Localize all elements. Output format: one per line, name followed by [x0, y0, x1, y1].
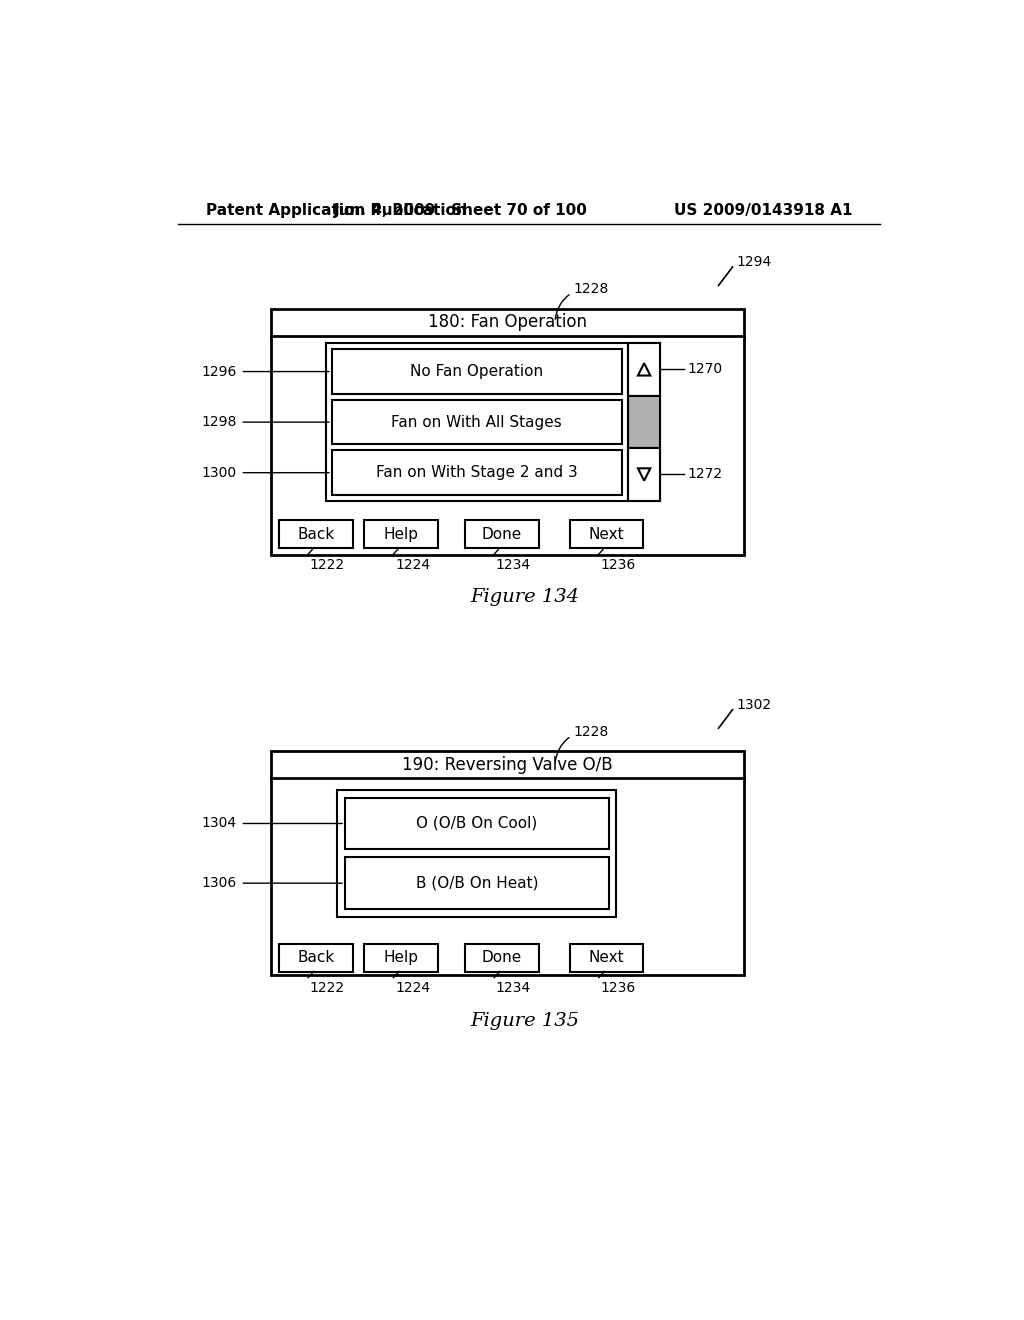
Text: Help: Help	[384, 950, 419, 965]
Text: Figure 134: Figure 134	[470, 589, 580, 606]
Bar	[365, 944, 438, 972]
Text: 1304: 1304	[202, 817, 237, 830]
Bar	[280, 520, 352, 548]
Bar	[332, 450, 622, 495]
Text: Fan on With All Stages: Fan on With All Stages	[391, 414, 562, 429]
Bar	[628, 343, 660, 396]
Bar	[345, 857, 608, 909]
Text: 1228: 1228	[573, 725, 609, 739]
Text: Fan on With Stage 2 and 3: Fan on With Stage 2 and 3	[376, 465, 578, 480]
Text: 1224: 1224	[395, 558, 430, 572]
Text: Done: Done	[482, 950, 522, 965]
Bar	[337, 789, 616, 917]
Text: 1294: 1294	[736, 255, 772, 269]
Bar	[332, 400, 622, 445]
Bar	[271, 751, 744, 974]
Bar	[465, 944, 539, 972]
Bar	[332, 350, 622, 393]
Text: 1272: 1272	[687, 467, 723, 482]
Text: 1234: 1234	[496, 982, 530, 995]
Bar	[569, 520, 643, 548]
Text: 1234: 1234	[496, 558, 530, 572]
Bar	[365, 520, 438, 548]
Bar	[465, 520, 539, 548]
Text: 1296: 1296	[201, 364, 237, 379]
Text: Back: Back	[297, 950, 335, 965]
Bar	[280, 944, 352, 972]
Text: 1302: 1302	[736, 698, 771, 711]
Text: Figure 135: Figure 135	[470, 1012, 580, 1030]
Text: Next: Next	[589, 950, 625, 965]
Bar	[569, 944, 643, 972]
Text: Patent Application Publication: Patent Application Publication	[206, 203, 466, 218]
Bar	[345, 797, 608, 850]
Text: Help: Help	[384, 527, 419, 541]
Text: 180: Fan Operation: 180: Fan Operation	[428, 313, 587, 331]
Text: Jun. 4, 2009   Sheet 70 of 100: Jun. 4, 2009 Sheet 70 of 100	[334, 203, 588, 218]
Text: 1300: 1300	[202, 466, 237, 479]
Text: 1222: 1222	[309, 558, 345, 572]
Text: Back: Back	[297, 527, 335, 541]
Text: 1222: 1222	[309, 982, 345, 995]
Text: 1224: 1224	[395, 982, 430, 995]
Text: No Fan Operation: No Fan Operation	[411, 364, 544, 379]
Text: 1236: 1236	[600, 558, 636, 572]
Text: 1236: 1236	[600, 982, 636, 995]
Text: 190: Reversing Valve O/B: 190: Reversing Valve O/B	[402, 756, 613, 774]
Bar	[628, 447, 660, 502]
Text: Next: Next	[589, 527, 625, 541]
Text: O (O/B On Cool): O (O/B On Cool)	[416, 816, 538, 832]
Text: 1298: 1298	[201, 414, 237, 429]
Text: B (O/B On Heat): B (O/B On Heat)	[416, 875, 538, 891]
Bar	[326, 343, 660, 502]
Bar	[628, 396, 660, 447]
Text: 1306: 1306	[202, 876, 237, 890]
Text: Done: Done	[482, 527, 522, 541]
Text: 1270: 1270	[687, 363, 723, 376]
Text: 1228: 1228	[573, 282, 609, 296]
Bar	[271, 309, 744, 554]
Text: US 2009/0143918 A1: US 2009/0143918 A1	[674, 203, 853, 218]
